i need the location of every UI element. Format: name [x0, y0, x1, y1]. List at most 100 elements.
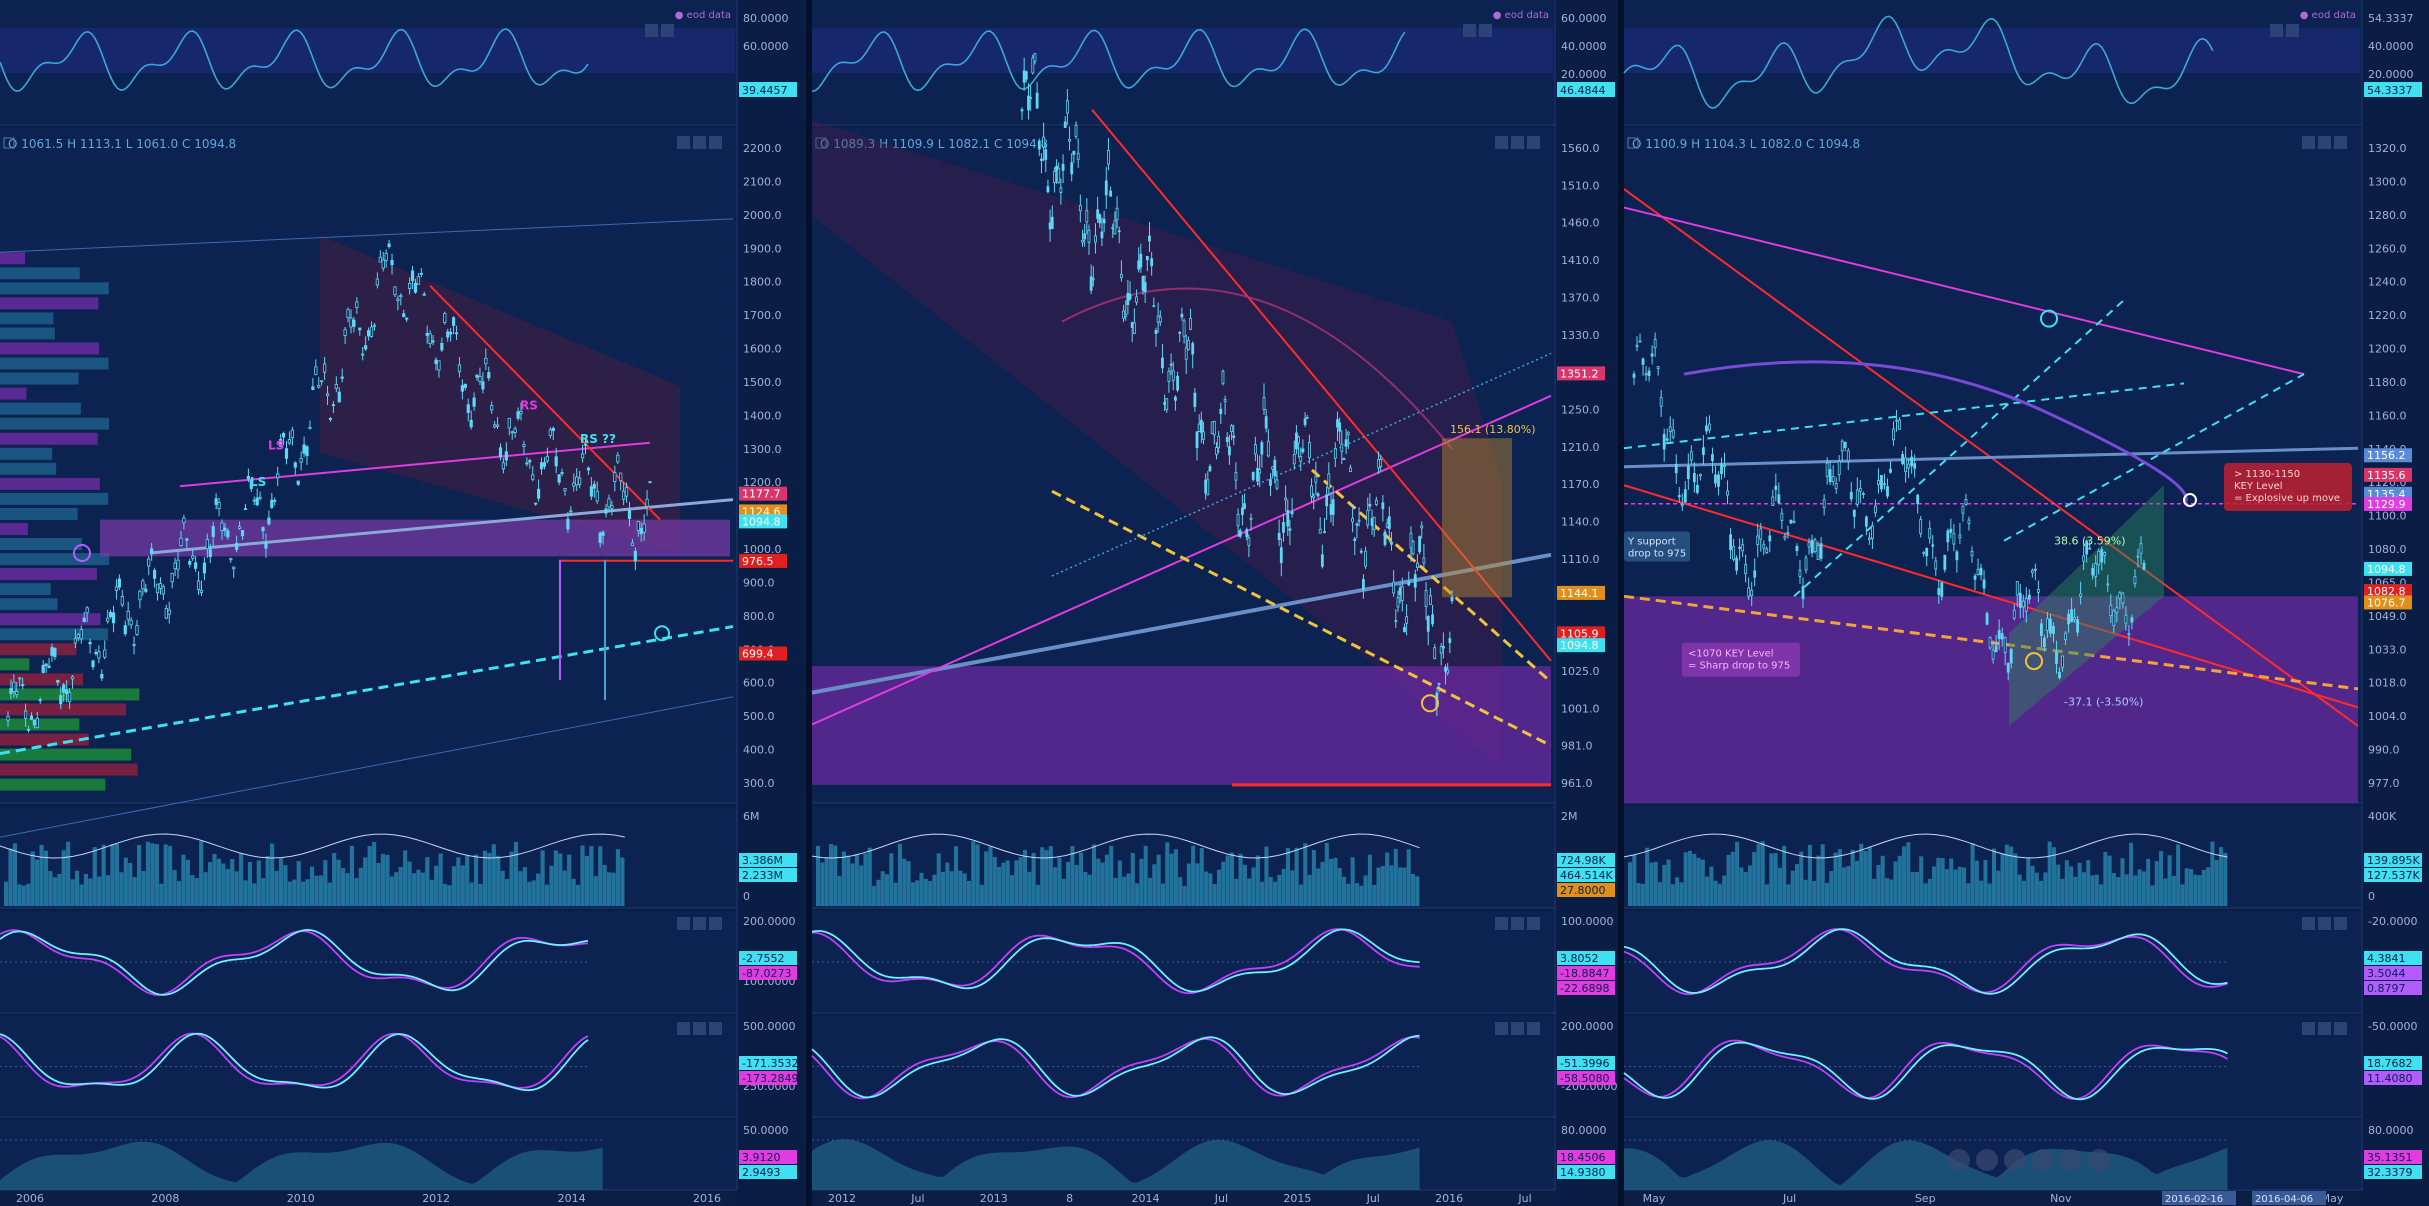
candle	[1973, 575, 1977, 580]
volume-bar	[1346, 883, 1351, 906]
candle	[123, 625, 127, 635]
pane-button[interactable]	[709, 136, 722, 149]
candle	[390, 259, 394, 266]
pane-button[interactable]	[1479, 24, 1492, 37]
volume-bar	[261, 878, 266, 906]
pane-button[interactable]	[2334, 136, 2347, 149]
pane-button[interactable]	[1495, 1022, 1508, 1035]
price-tick: 1250.0	[1561, 403, 1600, 416]
osc-line	[0, 928, 589, 996]
volume-bar	[1298, 884, 1303, 906]
volume-bar	[1316, 868, 1321, 906]
candle	[1756, 535, 1760, 545]
candle	[1251, 471, 1255, 480]
pane-button[interactable]	[2302, 136, 2315, 149]
pane-button[interactable]	[693, 136, 706, 149]
candle	[150, 548, 154, 555]
volume-bar	[915, 880, 920, 906]
pane-button[interactable]	[2286, 24, 2299, 37]
pane-button[interactable]	[2334, 917, 2347, 930]
pane-button[interactable]	[2334, 1022, 2347, 1035]
candle	[1072, 150, 1076, 155]
pane-button[interactable]	[1463, 24, 1476, 37]
nav-button[interactable]	[1976, 1149, 1998, 1171]
nav-button[interactable]	[1948, 1149, 1970, 1171]
rsi-line	[0, 28, 589, 93]
candle	[1171, 370, 1175, 381]
candle	[548, 429, 552, 436]
x-axis-tick: 2006	[16, 1192, 44, 1205]
candle	[1059, 187, 1063, 193]
pane-button[interactable]	[1511, 917, 1524, 930]
pane-button[interactable]	[2318, 1022, 2331, 1035]
candle	[352, 319, 356, 327]
pane-button[interactable]	[1527, 136, 1540, 149]
volume-tick: 6M	[743, 810, 760, 823]
pane-button[interactable]	[2302, 917, 2315, 930]
pane-button[interactable]	[709, 917, 722, 930]
candle	[1418, 536, 1421, 553]
volume-profile-bar	[0, 748, 132, 761]
pane-button[interactable]	[709, 1022, 722, 1035]
pane-button[interactable]	[1511, 1022, 1524, 1035]
price-badge-value: 1156.2	[2367, 449, 2406, 462]
date-chip	[2252, 1191, 2326, 1205]
volume-bar	[48, 871, 53, 906]
pane-button[interactable]	[1511, 136, 1524, 149]
volume-bar	[2193, 874, 2198, 906]
pane-button[interactable]	[677, 136, 690, 149]
pane-button[interactable]	[1495, 917, 1508, 930]
panel-divider	[1618, 0, 1624, 1206]
collapse-icon[interactable]	[815, 137, 827, 149]
pane-button[interactable]	[677, 1022, 690, 1035]
x-axis-tick: Jul	[1214, 1192, 1228, 1205]
nav-button[interactable]	[2088, 1149, 2110, 1171]
pane-button[interactable]	[1527, 917, 1540, 930]
volume-tick: 0	[2368, 890, 2375, 903]
candle	[1297, 436, 1300, 444]
red-channel	[320, 235, 680, 554]
candle	[2036, 589, 2040, 593]
pane-button[interactable]	[2318, 136, 2331, 149]
collapse-icon[interactable]	[3, 137, 15, 149]
volume-bar	[910, 882, 915, 906]
pane-button[interactable]	[2270, 24, 2283, 37]
volume-bar	[1238, 853, 1243, 906]
nav-button[interactable]	[2032, 1149, 2054, 1171]
candle	[1880, 474, 1883, 490]
volume-bar	[1165, 842, 1170, 906]
collapse-icon[interactable]	[1627, 137, 1639, 149]
candle	[76, 634, 80, 639]
candle	[1128, 293, 1132, 300]
pane-button[interactable]	[1527, 1022, 1540, 1035]
candle	[1063, 121, 1067, 128]
volume-bar	[407, 861, 412, 906]
volume-bar	[1932, 866, 1937, 906]
volume-bar	[567, 854, 572, 906]
volume-bar	[1372, 884, 1377, 906]
nav-button[interactable]	[2060, 1149, 2082, 1171]
candle	[1638, 340, 1642, 343]
pane-button[interactable]	[693, 917, 706, 930]
candle	[2121, 592, 2125, 604]
pane-button[interactable]	[661, 24, 674, 37]
volume-bar	[1096, 858, 1101, 906]
price-badge	[2364, 595, 2412, 610]
volume-bar	[1018, 857, 1023, 906]
pane-button[interactable]	[693, 1022, 706, 1035]
row-bg-o1	[1624, 911, 2429, 1013]
axis-tick: 54.3337	[2368, 12, 2414, 25]
pane-button[interactable]	[677, 917, 690, 930]
volume-bar	[1803, 879, 1808, 906]
price-badge	[2364, 561, 2412, 576]
pane-button[interactable]	[2302, 1022, 2315, 1035]
pane-button[interactable]	[645, 24, 658, 37]
nav-button[interactable]	[2004, 1149, 2026, 1171]
pane-button[interactable]	[1495, 136, 1508, 149]
pane-button[interactable]	[2318, 917, 2331, 930]
channel-top	[0, 218, 734, 253]
candle	[1357, 519, 1361, 522]
volume-bar	[1833, 852, 1838, 906]
candle	[504, 451, 508, 461]
